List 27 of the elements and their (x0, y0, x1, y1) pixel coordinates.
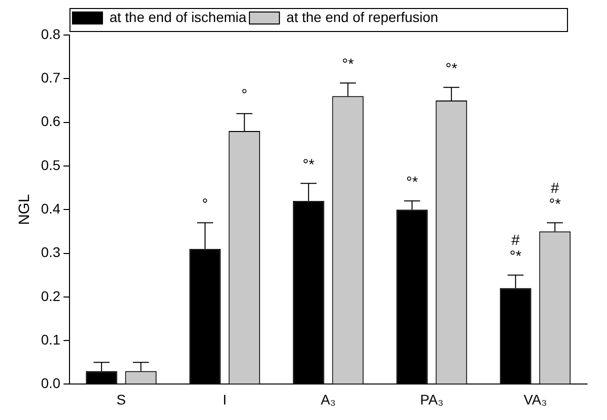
y-tick-label: 0.1 (40, 331, 61, 348)
annotation: ° (202, 196, 208, 213)
annotation: # (550, 180, 560, 197)
y-tick-label: 0.3 (40, 244, 61, 260)
x-tick-label: PA₃ (420, 391, 444, 408)
annotation: °* (302, 156, 315, 174)
y-tick-label: 0.7 (40, 70, 61, 86)
annotation: ° (241, 86, 248, 104)
x-tick-label: S (116, 391, 126, 408)
y-tick-label: 0.4 (40, 200, 61, 216)
annotation: °* (342, 56, 354, 74)
y-axis-title: NGL (16, 194, 34, 226)
y-tick-label: 0.5 (40, 156, 61, 173)
y-tick-label: 0.2 (40, 288, 61, 304)
y-tick-label: 0.8 (40, 26, 61, 42)
annotation: °* (548, 196, 561, 213)
annotation: °* (445, 60, 458, 78)
annotation: °* (510, 248, 522, 266)
annotation: # (511, 232, 520, 250)
legend-label: at the end of reperfusion (286, 8, 438, 25)
y-tick-label: 0.0 (40, 375, 61, 392)
x-tick-label: I (222, 391, 227, 408)
legend-label: at the end of ischemia (109, 8, 247, 25)
y-tick-label: 0.6 (40, 113, 61, 130)
x-tick-label: A₃ (320, 391, 336, 408)
x-tick-label: VA₃ (524, 391, 547, 408)
annotation: °* (406, 174, 418, 192)
